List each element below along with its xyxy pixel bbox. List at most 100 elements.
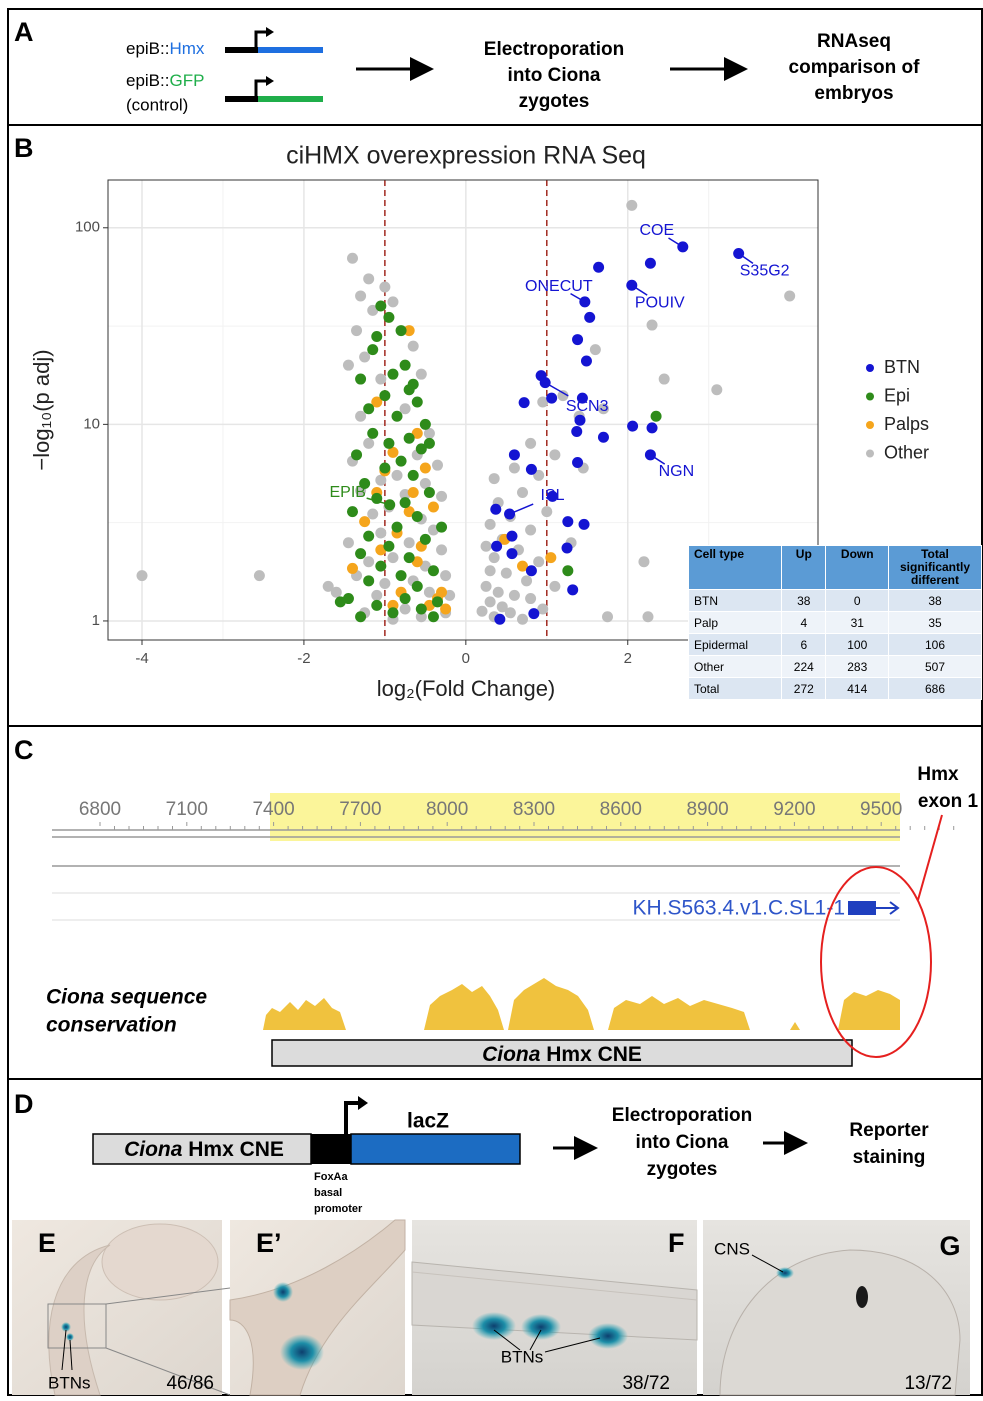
data-point <box>488 552 500 564</box>
step-text: Reporter <box>849 1120 929 1141</box>
data-point <box>367 427 379 439</box>
image-count: 13/72 <box>904 1373 952 1394</box>
data-point <box>330 586 342 598</box>
text: Ciona <box>482 1043 541 1066</box>
cne-label: Ciona Hmx CNE <box>124 1138 284 1161</box>
table-cell: 283 <box>825 655 889 678</box>
data-point <box>399 603 411 615</box>
data-point <box>363 575 375 587</box>
image-label: E’ <box>256 1228 282 1258</box>
data-point <box>346 252 358 264</box>
step-text: Electroporation <box>612 1105 752 1126</box>
data-point <box>383 311 395 323</box>
data-point <box>403 432 415 444</box>
label-leader <box>570 292 586 303</box>
data-point <box>399 593 411 605</box>
data-point <box>419 462 431 474</box>
summary-table: Cell type Up Down Total significantly diffe… <box>687 545 982 700</box>
tss-arrowhead <box>358 1096 368 1110</box>
point-label: SCN3 <box>566 398 609 415</box>
data-point <box>342 359 354 371</box>
data-point <box>626 199 638 211</box>
data-point <box>427 565 439 577</box>
label-leader <box>668 237 684 248</box>
construct-diagram <box>225 27 323 102</box>
data-point <box>574 414 586 426</box>
data-point <box>399 403 411 415</box>
data-point <box>572 334 584 346</box>
data-point <box>576 392 588 404</box>
data-point <box>395 570 407 582</box>
point-label: NGN <box>659 463 695 480</box>
data-point <box>355 611 367 623</box>
step-text: RNAseq <box>817 31 891 52</box>
data-point <box>508 462 520 474</box>
legend-marker <box>866 421 874 429</box>
data-point <box>387 368 399 380</box>
data-point <box>407 340 419 352</box>
data-point <box>546 490 558 502</box>
table-cell: 507 <box>888 655 982 678</box>
table-cell: 686 <box>888 677 982 700</box>
point-label: ISL <box>541 487 565 504</box>
data-point <box>476 605 488 617</box>
data-point <box>525 463 537 475</box>
data-point <box>375 527 387 539</box>
header-cell: Cell type <box>687 545 783 590</box>
table-cell: 224 <box>781 655 827 678</box>
data-point <box>411 580 423 592</box>
data-point <box>518 397 530 409</box>
data-point <box>525 437 537 449</box>
table-row: Epidermal 6 100 106 <box>687 633 982 656</box>
data-point <box>650 410 662 422</box>
data-point <box>379 390 391 402</box>
legend-label: Epi <box>884 385 910 405</box>
y-tick-label: 1 <box>92 612 100 629</box>
data-point <box>549 449 561 461</box>
data-point <box>371 330 383 342</box>
data-point <box>375 560 387 572</box>
table-row: Other 224 283 507 <box>687 655 982 678</box>
construct-label: epiB::Hmx <box>126 39 205 58</box>
data-point <box>627 420 639 432</box>
gene-name: GFP <box>169 71 204 90</box>
highlight-ellipse <box>820 866 932 1058</box>
table-cell: 31 <box>825 611 889 634</box>
data-point <box>440 603 452 615</box>
data-point <box>253 570 265 582</box>
data-point <box>484 518 496 530</box>
data-point <box>593 261 605 273</box>
data-point <box>419 560 431 572</box>
data-point <box>436 521 448 533</box>
data-point <box>346 562 358 574</box>
data-point <box>480 540 492 552</box>
data-point <box>359 516 371 528</box>
cne-label: Ciona Hmx CNE <box>482 1043 642 1066</box>
point-label: S35G2 <box>740 263 790 280</box>
image-count: 38/72 <box>622 1373 670 1394</box>
step-text: comparison of <box>789 57 921 78</box>
point-label: COE <box>639 222 674 239</box>
data-point <box>363 556 375 568</box>
tss-arrow <box>344 1101 360 1134</box>
data-point <box>387 607 399 619</box>
ruler-label: 8900 <box>686 799 728 820</box>
data-point <box>403 325 415 337</box>
data-point <box>387 446 399 458</box>
micrograph-g <box>703 1220 970 1396</box>
data-point <box>415 603 427 615</box>
data-point <box>411 510 423 522</box>
highlight <box>270 793 900 841</box>
data-point <box>784 290 796 302</box>
table-cell: 35 <box>888 611 982 634</box>
data-point <box>375 373 387 385</box>
point-label: POUIV <box>635 294 685 311</box>
micrograph-f <box>411 1220 698 1395</box>
y-tick-label: 10 <box>83 415 100 432</box>
data-point <box>419 478 431 490</box>
data-point <box>375 300 387 312</box>
header-cell: Up <box>781 545 827 590</box>
reporter-label: lacZ <box>407 1110 449 1133</box>
